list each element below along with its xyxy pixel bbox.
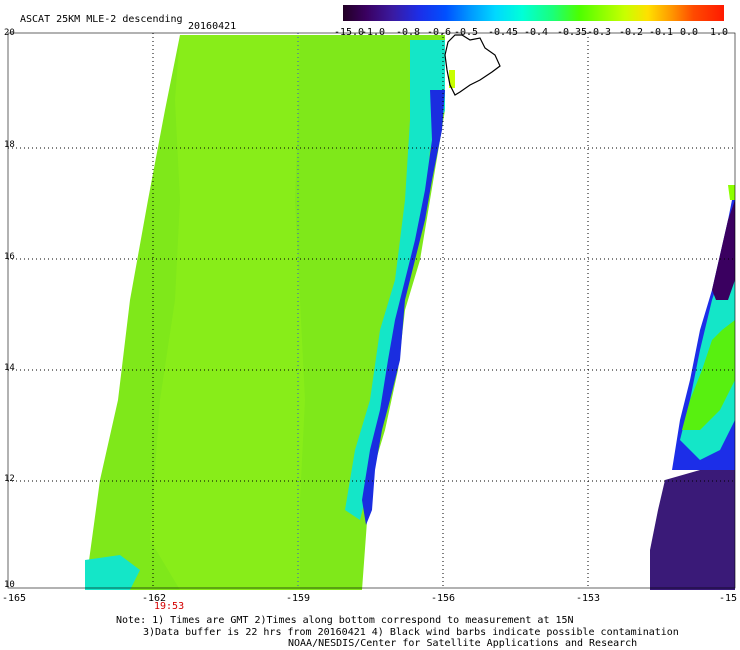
left-swath bbox=[85, 35, 455, 590]
colorbar-label: -0.8 bbox=[395, 27, 421, 38]
latitude-label: 12 bbox=[4, 474, 15, 484]
colorbar-label: -0.4 bbox=[523, 27, 549, 38]
note-line-2: 3)Data buffer is 22 hrs from 20160421 4)… bbox=[143, 627, 679, 638]
latitude-label: 10 bbox=[4, 580, 15, 590]
colorbar-label: -0.2 bbox=[618, 27, 644, 38]
right-swath-yellowgreen-top bbox=[728, 185, 735, 200]
colorbar-label: 1.0 bbox=[709, 27, 729, 38]
left-swath-lighter-band bbox=[150, 35, 305, 590]
left-swath-cyan-edge bbox=[345, 40, 445, 520]
longitude-label: -159 bbox=[285, 593, 311, 604]
left-swath-cyan-bottom bbox=[85, 555, 140, 590]
longitude-label: -15 bbox=[718, 593, 738, 604]
map-frame bbox=[7, 32, 736, 589]
latitude-label: 14 bbox=[4, 363, 15, 373]
right-swath-dark bbox=[650, 468, 735, 590]
colorbar-label: -0.1 bbox=[648, 27, 674, 38]
latitude-label: 20 bbox=[4, 28, 15, 38]
right-swath-green bbox=[682, 320, 735, 430]
colorbar bbox=[343, 5, 724, 21]
longitude-label: -156 bbox=[430, 593, 456, 604]
right-swath bbox=[650, 185, 735, 590]
colorbar-label: -0.3 bbox=[586, 27, 612, 38]
longitude-label: -162 bbox=[141, 593, 167, 604]
colorbar-label: -0.35 bbox=[556, 27, 588, 38]
latitude-label: 18 bbox=[4, 140, 15, 150]
island-coastline bbox=[444, 34, 501, 96]
note-line-3: NOAA/NESDIS/Center for Satellite Applica… bbox=[288, 638, 638, 649]
right-swath-purple-strip bbox=[712, 200, 735, 300]
colorbar-label: -15.0 bbox=[333, 27, 365, 38]
chart-date: 20160421 bbox=[188, 21, 237, 32]
colorbar-label: 0.0 bbox=[679, 27, 699, 38]
yellow-green-pixel bbox=[449, 70, 455, 88]
colorbar-label: -1.0 bbox=[360, 27, 386, 38]
colorbar-label: -0.5 bbox=[453, 27, 479, 38]
latitude-label: 16 bbox=[4, 252, 15, 262]
left-swath-blue-edge bbox=[362, 90, 445, 525]
chart-title: ASCAT 25KM MLE-2 descending bbox=[20, 14, 183, 25]
longitude-label: -153 bbox=[575, 593, 601, 604]
colorbar-label: -0.45 bbox=[487, 27, 519, 38]
colorbar-label: -0.6 bbox=[426, 27, 452, 38]
grid-lines bbox=[8, 33, 735, 588]
time-label: 19:53 bbox=[154, 601, 185, 612]
longitude-label: -165 bbox=[1, 593, 27, 604]
note-line-1: Note: 1) Times are GMT 2)Times along bot… bbox=[116, 615, 574, 626]
